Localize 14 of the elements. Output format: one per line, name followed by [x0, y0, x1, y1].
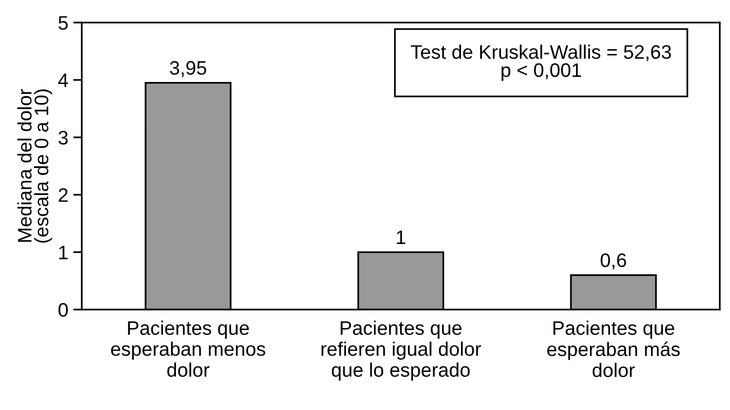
y-tick-label: 4 — [58, 74, 68, 87]
y-tick-label: 2 — [58, 188, 68, 202]
y-tick-label: 0 — [58, 303, 68, 317]
data-label: 1 — [396, 230, 406, 244]
y-tick-label: 1 — [59, 246, 68, 260]
y-axis-title: Mediana del dolor (escala de 0 a 10) — [17, 89, 52, 243]
data-label: 3,95 — [170, 61, 206, 78]
annotation: Test de Kruskal-Wallis = 52,63 p < 0,001 — [410, 44, 671, 81]
data-label: 0,6 — [600, 253, 626, 270]
y-tick-label: 5 — [58, 16, 68, 30]
x-tick-label: Pacientes que esperaban menos dolor — [111, 320, 266, 377]
y-tick-label: 3 — [58, 130, 68, 145]
x-tick-label: Pacientes que esperaban más dolor — [547, 320, 680, 378]
x-tick-label: Pacientes que refieren igual dolor que lo esperado — [322, 320, 481, 381]
